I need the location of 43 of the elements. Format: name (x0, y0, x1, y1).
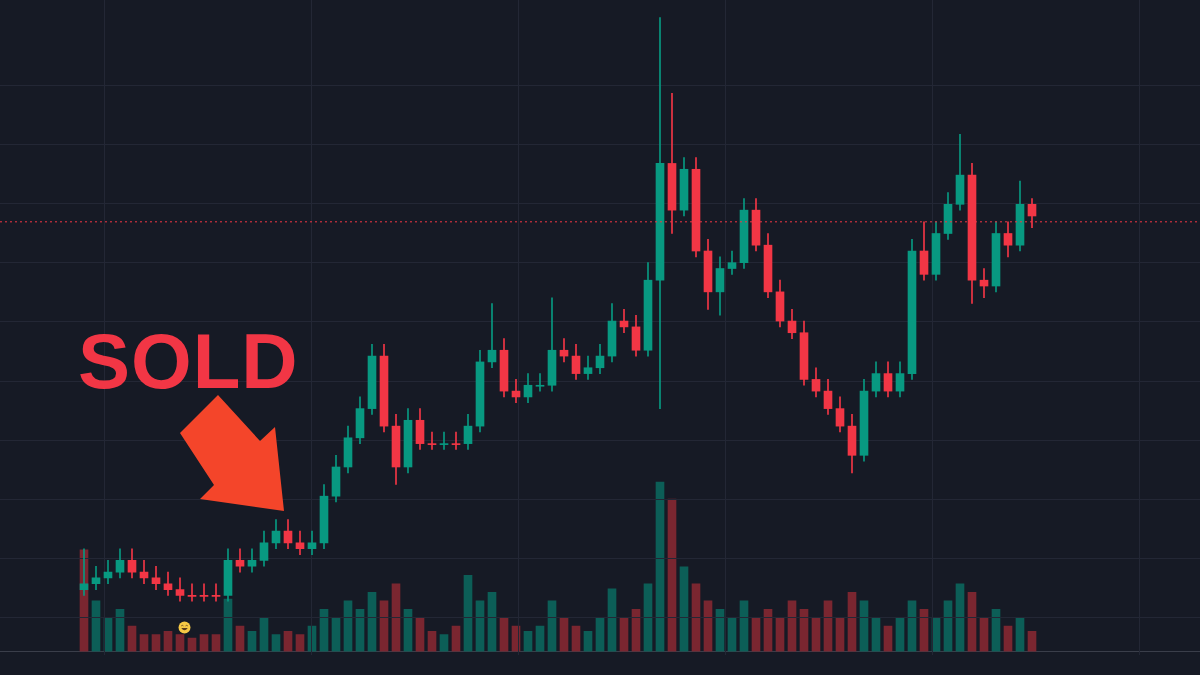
bar (655, 481, 665, 652)
bar (787, 600, 797, 652)
bar (367, 591, 377, 652)
bar (487, 591, 497, 652)
bar (547, 600, 557, 652)
bar (211, 634, 221, 652)
bar (703, 600, 713, 652)
bar (151, 634, 161, 652)
candlestick (439, 431, 449, 450)
bar (859, 600, 869, 652)
annotation: SOLD (78, 317, 299, 405)
bar (475, 600, 485, 652)
candlestick (187, 583, 197, 602)
bar (343, 600, 353, 652)
candlestick (487, 303, 497, 369)
bar (571, 625, 581, 652)
candlestick (211, 583, 221, 602)
bar (679, 566, 689, 652)
bar (199, 634, 209, 652)
bar (379, 600, 389, 652)
bar (295, 634, 305, 652)
candlestick (427, 431, 437, 450)
candlestick (199, 583, 209, 602)
bar (907, 600, 917, 652)
bar (847, 591, 857, 652)
bar (451, 625, 461, 652)
bar (823, 600, 833, 652)
candlestick (451, 431, 461, 450)
bar (739, 600, 749, 652)
bar (535, 625, 545, 652)
bar (235, 625, 245, 652)
bar (667, 498, 677, 652)
bar (91, 600, 101, 652)
bar (883, 625, 893, 652)
bar (1003, 625, 1013, 652)
candlestick (535, 373, 545, 392)
bar (463, 575, 473, 652)
bar (967, 591, 977, 652)
bar (127, 625, 137, 652)
bar (943, 600, 953, 652)
bar (139, 634, 149, 652)
bar (439, 634, 449, 652)
bar (271, 634, 281, 652)
